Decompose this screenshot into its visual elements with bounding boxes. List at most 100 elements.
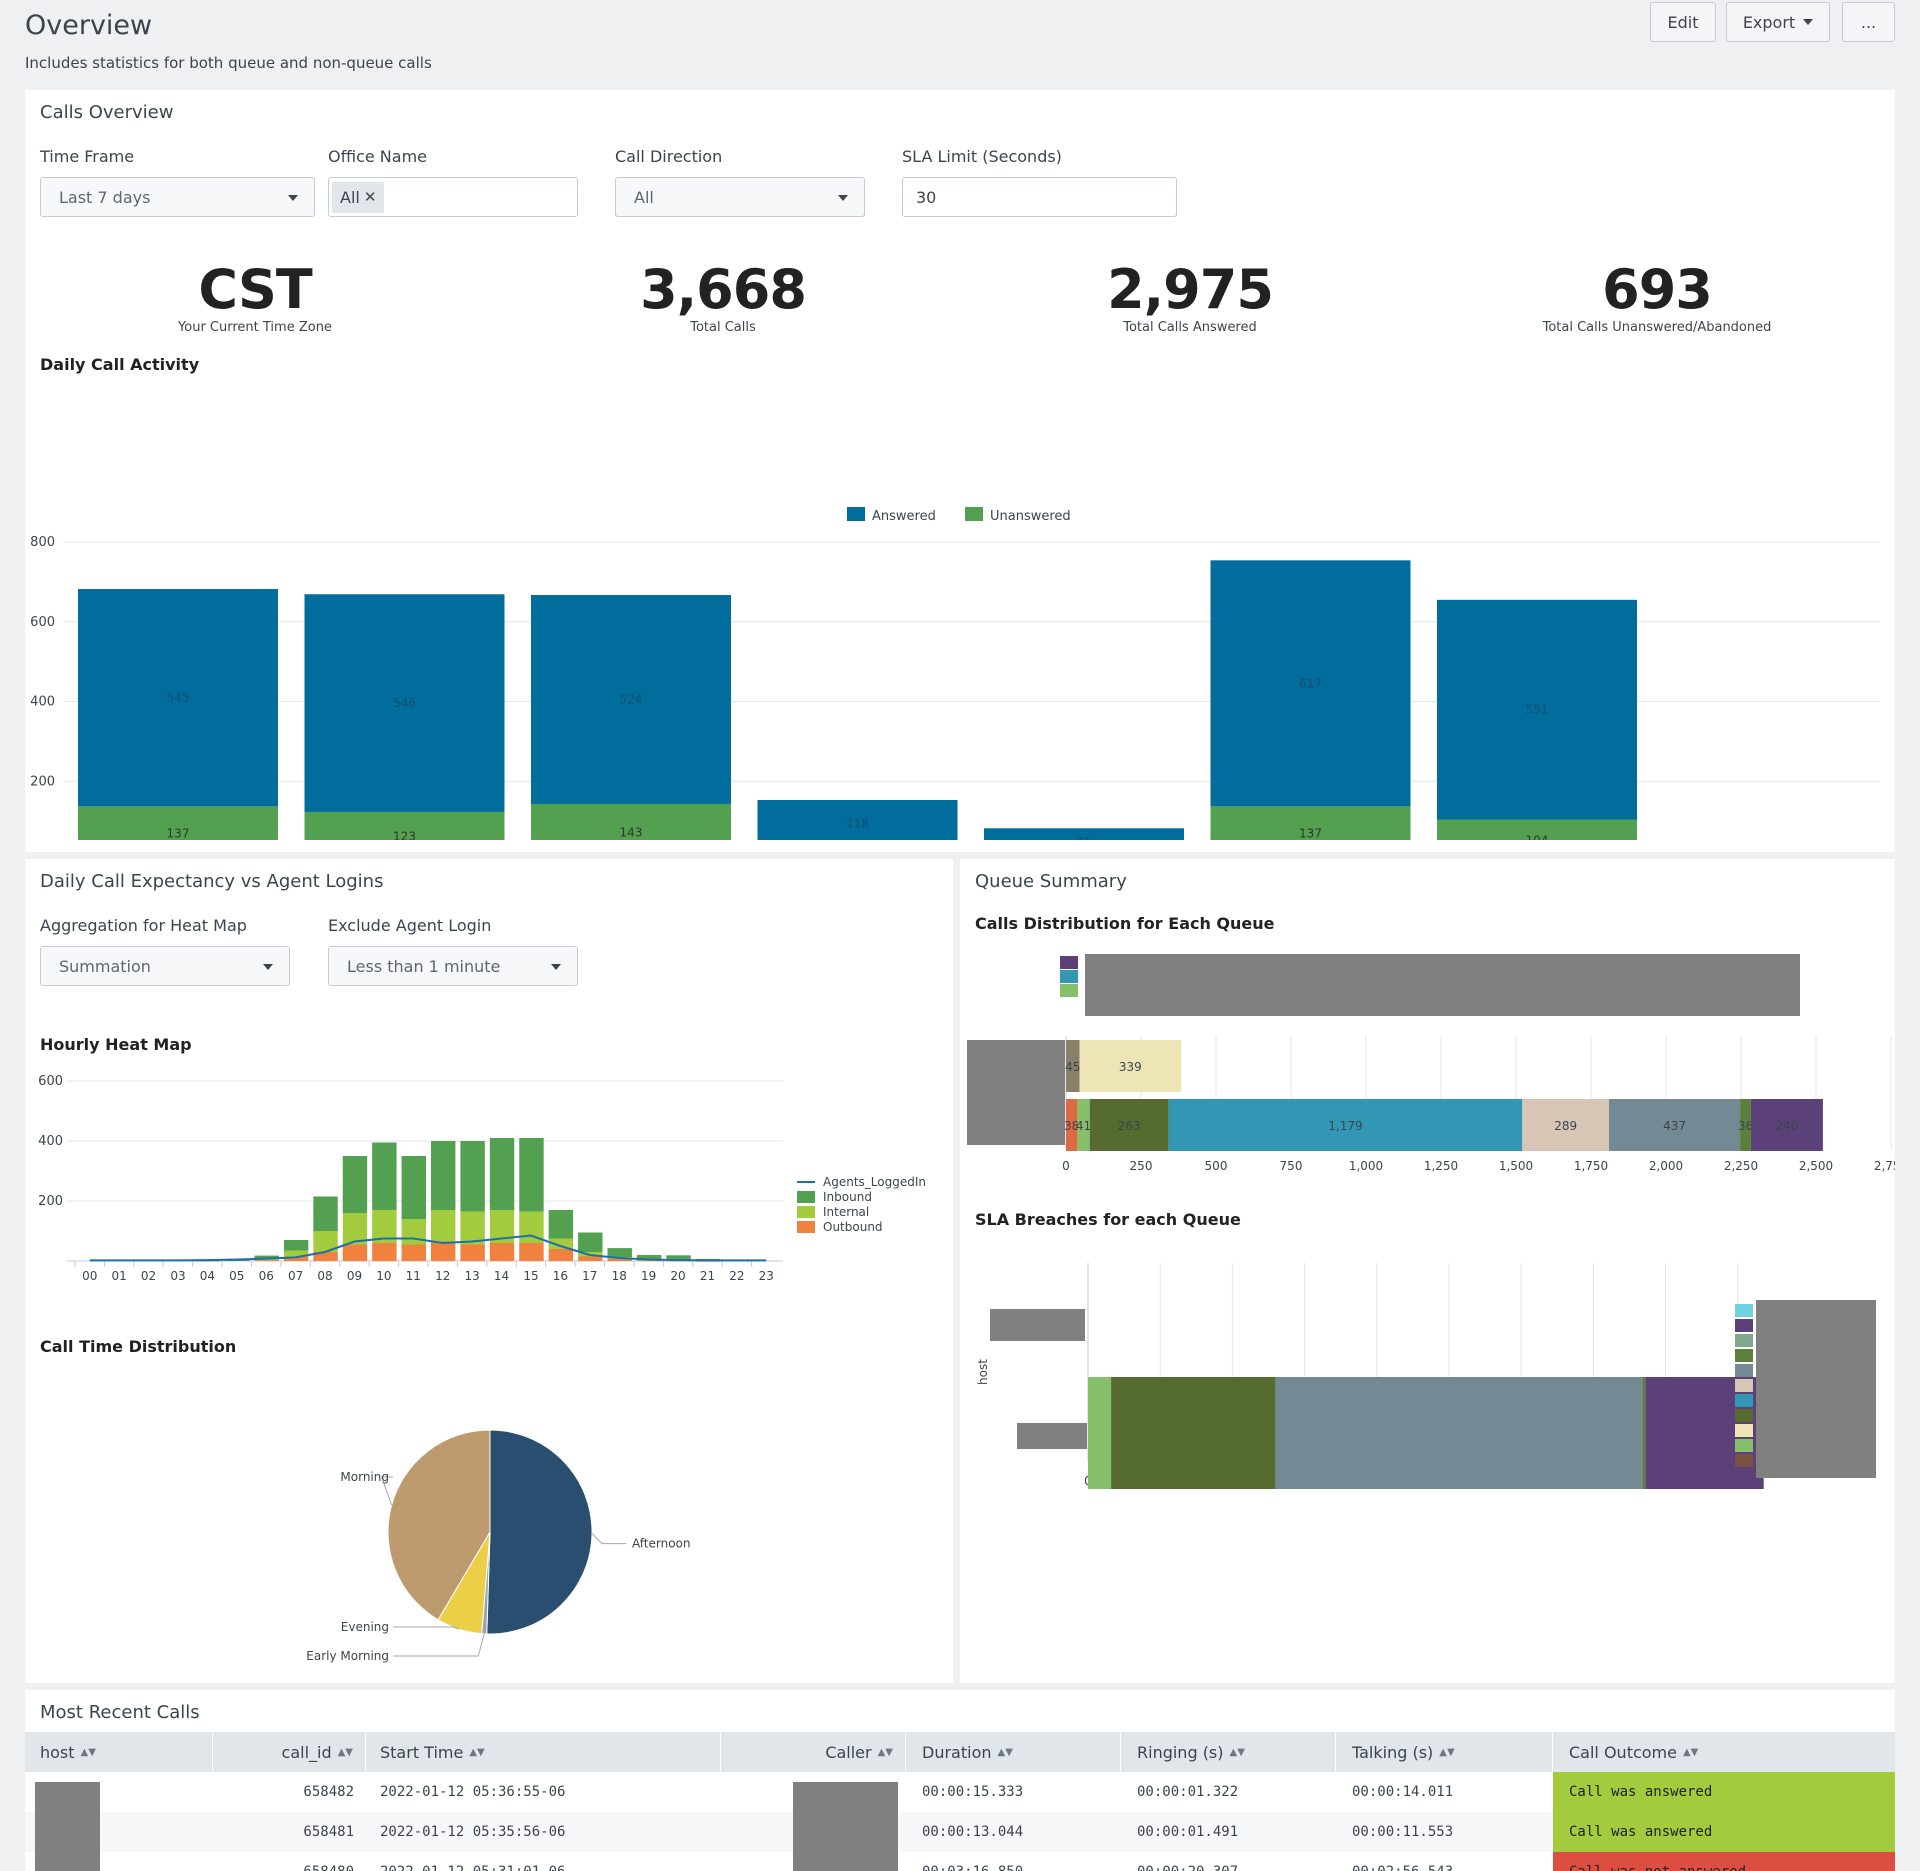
sort-icon: ▲▼ <box>1229 1746 1245 1758</box>
bar-outbound[interactable] <box>489 1243 515 1261</box>
bar-inbound[interactable] <box>283 1240 309 1251</box>
bar-inbound[interactable] <box>431 1141 456 1210</box>
bar-segment[interactable] <box>1750 1099 1823 1151</box>
bar-outbound[interactable] <box>460 1244 485 1262</box>
column-header-ringing[interactable]: Ringing (s) ▲▼ <box>1121 1732 1336 1772</box>
bar-inbound[interactable] <box>578 1232 603 1253</box>
bar-answered[interactable] <box>757 799 958 840</box>
column-header-host[interactable]: host ▲▼ <box>25 1732 213 1772</box>
column-header-outcome[interactable]: Call Outcome ▲▼ <box>1553 1732 1895 1772</box>
bar-segment[interactable] <box>1079 1040 1182 1092</box>
close-icon[interactable]: ✕ <box>363 188 377 206</box>
sort-icon: ▲▼ <box>80 1746 96 1758</box>
bar-unanswered[interactable] <box>304 811 505 840</box>
exclude-login-value: Less than 1 minute <box>347 956 501 976</box>
bar-inbound[interactable] <box>342 1156 368 1213</box>
bar-internal[interactable] <box>342 1213 368 1245</box>
bar-segment[interactable] <box>1609 1099 1741 1151</box>
bar-inbound[interactable] <box>519 1138 544 1212</box>
bar-segment[interactable] <box>1111 1377 1276 1489</box>
office-name-multiselect[interactable]: All ✕ <box>328 177 578 217</box>
table-row[interactable]: 6584802022-01-12 05:31:01-06 00:03:16.850… <box>25 1852 1895 1871</box>
bar-outbound[interactable] <box>431 1241 456 1262</box>
bar-answered[interactable] <box>531 595 731 804</box>
bar-inbound[interactable] <box>372 1142 397 1211</box>
bar-segment[interactable] <box>1089 1099 1169 1151</box>
bar-inbound[interactable] <box>636 1255 662 1260</box>
aggregation-dropdown[interactable]: Summation <box>40 946 290 986</box>
bar-outbound[interactable] <box>607 1258 632 1261</box>
edit-button[interactable]: Edit <box>1650 2 1716 42</box>
more-actions-button[interactable]: ... <box>1842 2 1895 42</box>
time-frame-dropdown[interactable]: Last 7 days <box>40 177 315 217</box>
table-row[interactable]: 658481 2022-01-12 05:35:56-06 00:00:13.044… <box>25 1812 1895 1852</box>
bar-outbound[interactable] <box>578 1256 603 1262</box>
bar-outbound[interactable] <box>548 1249 574 1261</box>
column-header-call-id[interactable]: call_id ▲▼ <box>213 1732 366 1772</box>
bar-outbound[interactable] <box>313 1252 338 1261</box>
export-button[interactable]: Export <box>1726 2 1830 42</box>
bar-segment[interactable] <box>1088 1377 1112 1489</box>
bar-segment[interactable] <box>1740 1099 1751 1151</box>
bar-outbound[interactable] <box>519 1243 544 1261</box>
column-header-duration[interactable]: Duration ▲▼ <box>906 1732 1121 1772</box>
bar-inbound[interactable] <box>254 1255 279 1259</box>
bar-internal[interactable] <box>431 1210 456 1242</box>
pie-slice-afternoon[interactable] <box>486 1429 593 1635</box>
pie-slice-morning[interactable] <box>387 1429 491 1621</box>
bar-segment[interactable] <box>1077 1099 1090 1151</box>
bar-answered[interactable] <box>304 594 505 812</box>
bar-outbound[interactable] <box>283 1256 309 1262</box>
bar-outbound[interactable] <box>401 1244 426 1262</box>
column-header-start-time[interactable]: Start Time ▲▼ <box>366 1732 721 1772</box>
pie-label: Early Morning <box>306 1649 389 1663</box>
bar-outbound[interactable] <box>372 1243 397 1261</box>
bar-segment[interactable] <box>1275 1377 1643 1489</box>
bar-internal[interactable] <box>548 1238 574 1250</box>
bar-internal[interactable] <box>460 1211 485 1245</box>
bar-outbound[interactable] <box>636 1260 662 1262</box>
bar-segment[interactable] <box>1642 1377 1646 1489</box>
column-header-talking[interactable]: Talking (s) ▲▼ <box>1336 1732 1553 1772</box>
data-label: 137 <box>1299 827 1322 840</box>
recent-calls-table: host ▲▼ call_id ▲▼ Start Time ▲▼ Caller ▲▼ D… <box>25 1732 1895 1871</box>
call-direction-dropdown[interactable]: All <box>615 177 865 217</box>
aggregation-value: Summation <box>59 956 151 976</box>
bar-inbound[interactable] <box>666 1255 691 1260</box>
bar-unanswered[interactable] <box>1210 806 1411 840</box>
column-header-caller[interactable]: Caller ▲▼ <box>721 1732 906 1772</box>
bar-unanswered[interactable] <box>531 803 731 840</box>
bar-answered[interactable] <box>1437 599 1637 820</box>
bar-answered[interactable] <box>1210 560 1411 807</box>
x-tick-label: 14 <box>494 1269 509 1283</box>
x-tick-label: 15 <box>523 1269 538 1283</box>
bar-answered[interactable] <box>984 828 1184 840</box>
data-label: 71 <box>1076 835 1091 840</box>
bar-unanswered[interactable] <box>78 806 278 840</box>
bar-inbound[interactable] <box>401 1156 426 1219</box>
bar-unanswered[interactable] <box>1437 819 1637 840</box>
bar-internal[interactable] <box>283 1250 309 1257</box>
office-name-token[interactable]: All ✕ <box>332 181 385 213</box>
table-row[interactable]: 658482 2022-01-12 05:36:55-06 00:00:15.333… <box>25 1772 1895 1812</box>
bar-segment[interactable] <box>1168 1099 1523 1151</box>
bar-segment[interactable] <box>1066 1099 1078 1151</box>
bar-inbound[interactable] <box>313 1196 338 1232</box>
bar-outbound[interactable] <box>342 1244 368 1262</box>
exclude-login-dropdown[interactable]: Less than 1 minute <box>328 946 578 986</box>
x-tick-label: 20 <box>670 1269 685 1283</box>
bar-answered[interactable] <box>78 589 278 807</box>
line-agents-loggedin[interactable] <box>89 1234 767 1262</box>
bar-outbound[interactable] <box>254 1260 279 1262</box>
table-cell-start: 2022-01-12 05:36:55-06 <box>380 1784 566 1800</box>
table-cell-talking: 00:02:56.543 <box>1336 1864 1553 1871</box>
sla-limit-input[interactable]: 30 <box>902 177 1177 217</box>
bar-internal[interactable] <box>313 1231 338 1252</box>
bar-inbound[interactable] <box>607 1248 632 1258</box>
legend-swatch <box>1735 1349 1753 1362</box>
bar-inbound[interactable] <box>548 1210 574 1239</box>
bar-segment[interactable] <box>1522 1099 1609 1151</box>
bar-inbound[interactable] <box>460 1141 485 1212</box>
bar-inbound[interactable] <box>489 1138 515 1210</box>
bar-segment[interactable] <box>1066 1040 1080 1092</box>
